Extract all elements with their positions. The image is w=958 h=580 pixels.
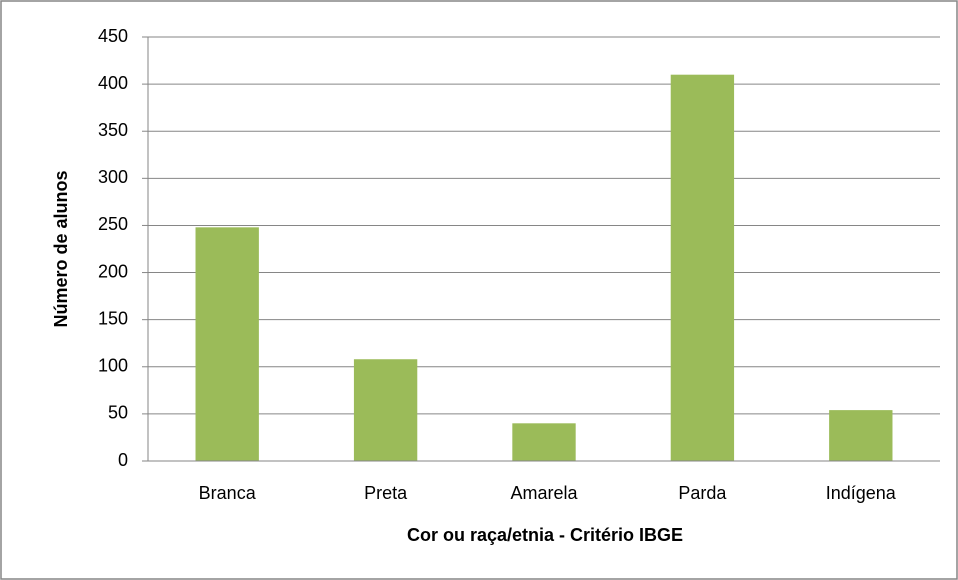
- y-tick-label: 100: [98, 356, 128, 376]
- bar: [353, 359, 418, 461]
- y-tick-label: 200: [98, 261, 128, 281]
- x-tick-label: Branca: [199, 483, 257, 503]
- x-tick-label: Indígena: [826, 483, 897, 503]
- y-tick-label: 50: [108, 403, 128, 423]
- x-tick-label: Preta: [364, 483, 408, 503]
- y-tick-label: 350: [98, 120, 128, 140]
- y-tick-label: 250: [98, 214, 128, 234]
- y-tick-label: 150: [98, 308, 128, 328]
- y-tick-label: 450: [98, 26, 128, 46]
- y-axis-title: Número de alunos: [51, 170, 71, 327]
- bar: [512, 423, 576, 461]
- bar: [670, 74, 735, 461]
- bar: [195, 227, 259, 461]
- x-tick-label: Parda: [678, 483, 727, 503]
- y-tick-label: 300: [98, 167, 128, 187]
- y-tick-label: 400: [98, 73, 128, 93]
- y-tick-label: 0: [118, 450, 128, 470]
- x-axis-title: Cor ou raça/etnia - Critério IBGE: [407, 525, 683, 545]
- x-tick-label: Amarela: [510, 483, 578, 503]
- bar: [829, 410, 893, 461]
